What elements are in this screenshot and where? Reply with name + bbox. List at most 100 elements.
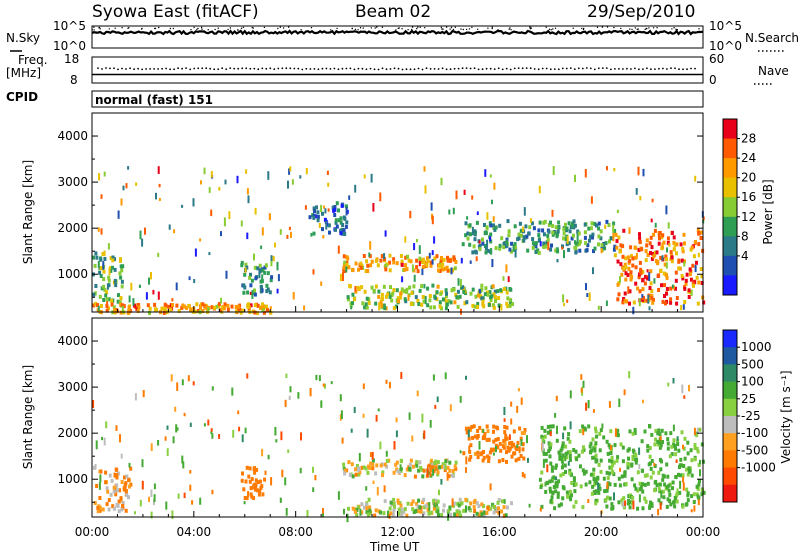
heatmap-cell [522,431,526,435]
heatmap-cell [422,511,426,516]
heatmap-cell [530,221,534,226]
heatmap-cell [128,308,132,313]
cpid-panel-frame [91,90,704,108]
heatmap-cell [619,467,622,472]
heatmap-cell [621,254,625,259]
heatmap-cell [591,235,594,240]
n-search-point [634,27,636,29]
heatmap-cell [153,307,157,312]
n-search-point [197,27,199,30]
heatmap-cell [187,303,191,308]
heatmap-cell [113,257,116,262]
heatmap-cell [446,268,450,273]
colorbar-swatch [723,484,737,503]
heatmap-cell [388,268,392,273]
heatmap-cell [483,432,487,436]
heatmap-cell [477,512,481,517]
heatmap-cell [379,192,382,202]
heatmap-cell [444,463,447,471]
colorbar-tick-label: 20 [741,171,756,185]
heatmap-cell [160,306,164,311]
heatmap-cell [489,236,492,242]
heatmap-cell [626,255,630,260]
heatmap-cell [558,453,562,457]
heatmap-cell [171,303,174,307]
heatmap-cell [654,428,658,433]
freq-point [537,68,540,71]
heatmap-cell [153,499,155,506]
heatmap-cell [150,443,153,452]
heatmap-cell [200,180,202,185]
heatmap-cell [608,465,612,470]
heatmap-cell [363,289,367,294]
heatmap-cell [148,496,150,503]
heatmap-cell [240,263,244,268]
heatmap-cell [163,302,167,307]
heatmap-cell [316,218,320,223]
heatmap-cell [270,260,273,267]
heatmap-cell [123,484,127,489]
heatmap-cell [112,305,116,310]
n-search-point [214,28,216,31]
heatmap-cell [612,233,615,242]
heatmap-cell [501,499,504,504]
heatmap-cell [426,259,430,264]
heatmap-cell [199,238,202,242]
heatmap-cell [462,290,466,295]
heatmap-cell [480,283,484,288]
heatmap-cell [593,221,597,226]
heatmap-cell [638,239,642,244]
heatmap-cell [407,258,411,263]
heatmap-cell [568,229,572,234]
freq-panel-frame [91,56,704,84]
heatmap-cell [444,288,448,293]
n-search-point [121,27,123,29]
heatmap-cell [503,499,506,504]
heatmap-cell [601,423,604,429]
heatmap-cell [315,205,318,210]
freq-point [545,67,548,70]
heatmap-cell [445,302,449,307]
freq-point [529,67,532,70]
heatmap-cell [281,469,284,478]
heatmap-cell [522,238,526,243]
heatmap-cell [695,433,699,438]
heatmap-cell [589,450,593,454]
heatmap-cell [641,489,645,494]
heatmap-cell [404,236,407,243]
heatmap-cell [638,494,641,503]
heatmap-cell [440,479,443,485]
heatmap-cell [114,283,118,288]
heatmap-cell [638,464,641,470]
freq-point [573,68,576,70]
heatmap-cell [369,461,373,466]
heatmap-cell [343,471,347,476]
heatmap-cell [545,240,549,245]
heatmap-cell [434,498,437,503]
heatmap-cell [405,289,408,294]
heatmap-cell [503,441,507,446]
heatmap-cell [581,505,585,510]
heatmap-cell [370,259,374,264]
heatmap-cell [615,432,619,437]
heatmap-cell [653,228,657,233]
heatmap-cell [441,462,445,467]
heatmap-cell [364,269,368,274]
heatmap-cell [347,506,350,511]
heatmap-cell [648,424,652,429]
heatmap-cell [105,297,109,302]
heatmap-cell [640,247,644,252]
freq-point [117,68,119,71]
heatmap-cell [656,442,660,447]
heatmap-cell [594,426,597,431]
heatmap-cell [483,223,486,227]
heatmap-cell [351,474,355,479]
heatmap-cell [115,483,119,488]
heatmap-cell [465,505,467,513]
heatmap-cell [581,424,585,429]
heatmap-cell [643,482,647,487]
heatmap-cell [615,245,619,250]
colorbar-tick-label: 100 [741,375,764,389]
heatmap-cell [611,505,615,510]
heatmap-cell [457,278,460,286]
